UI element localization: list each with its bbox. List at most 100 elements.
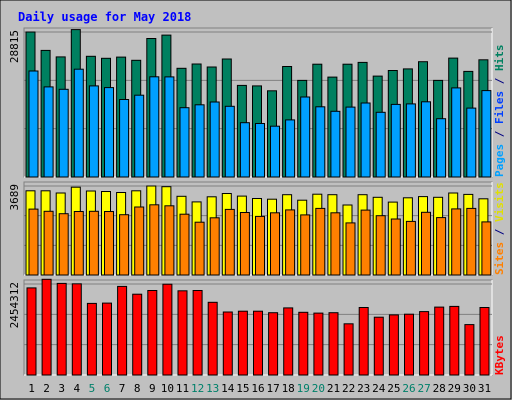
bar-sites — [164, 205, 175, 276]
bar-sites — [375, 215, 386, 276]
bar-pages — [375, 111, 386, 178]
bar-kbytes — [26, 287, 37, 376]
bar-sites — [179, 213, 190, 276]
bar-sites — [119, 214, 130, 276]
bar-sites — [451, 208, 462, 276]
bar-kbytes — [237, 310, 248, 376]
bar-sites — [239, 212, 250, 276]
bar-pages — [58, 88, 69, 178]
bar-pages — [28, 70, 39, 178]
bar-pages — [164, 76, 175, 178]
bar-pages — [149, 76, 160, 178]
bar-kbytes — [253, 310, 263, 376]
x-tick-label: 27 — [417, 382, 430, 395]
x-tick-label: 16 — [251, 382, 264, 395]
series-sites — [28, 204, 492, 276]
chart-title: Daily usage for May 2018 — [18, 10, 191, 24]
bar-sites — [73, 211, 84, 276]
bar-sites — [255, 215, 265, 276]
x-tick-label: 9 — [149, 382, 156, 395]
series-kbytes — [26, 278, 490, 376]
bar-pages — [239, 122, 250, 178]
panel-hits-files-pages: 28815 Pages / Files / Hits — [8, 27, 506, 178]
bar-kbytes — [222, 311, 233, 376]
y-axis-label-part: Hits — [493, 45, 506, 72]
bar-sites — [149, 204, 160, 276]
x-tick-label: 11 — [176, 382, 189, 395]
bar-sites — [194, 221, 205, 276]
series-pages — [28, 68, 492, 178]
x-tick-label: 15 — [236, 382, 249, 395]
bar-sites — [285, 209, 296, 276]
bar-pages — [88, 85, 99, 178]
bar-kbytes — [177, 290, 188, 376]
x-tick-label: 22 — [342, 382, 355, 395]
bar-kbytes — [147, 290, 158, 376]
bar-pages — [194, 104, 205, 178]
x-tick-label: 31 — [478, 382, 491, 395]
bar-pages — [421, 101, 431, 178]
x-tick-label: 6 — [104, 382, 111, 395]
y-axis-label-part: / — [493, 124, 506, 144]
bar-sites — [345, 222, 356, 276]
x-tick-label: 20 — [312, 382, 325, 395]
bar-kbytes — [464, 324, 475, 376]
bar-kbytes — [132, 293, 143, 376]
bar-pages — [300, 96, 311, 178]
x-tick-label: 21 — [327, 382, 340, 395]
bar-kbytes — [86, 302, 97, 376]
bar-kbytes — [268, 312, 279, 376]
x-tick-label: 2 — [43, 382, 50, 395]
x-tick-label: 14 — [221, 382, 235, 395]
bar-sites — [43, 210, 54, 276]
bar-pages — [315, 106, 326, 178]
bar-pages — [134, 94, 145, 178]
bar-kbytes — [313, 312, 324, 376]
bar-pages — [270, 125, 280, 178]
x-tick-label: 12 — [191, 382, 204, 395]
x-tick-label: 8 — [134, 382, 141, 395]
x-tick-label: 10 — [161, 382, 174, 395]
panel-kbytes: 2454312 KBytes — [8, 278, 506, 376]
y-axis-label-part: Visits — [493, 182, 506, 222]
bar-sites — [315, 207, 326, 276]
bar-sites — [104, 211, 114, 276]
x-tick-label: 7 — [119, 382, 126, 395]
bar-pages — [73, 68, 84, 178]
x-tick-label: 26 — [402, 382, 415, 395]
bar-kbytes — [479, 307, 490, 376]
bar-sites — [28, 208, 39, 276]
bar-pages — [179, 107, 190, 178]
bar-sites — [224, 208, 235, 276]
bar-pages — [405, 103, 416, 178]
bar-kbytes — [102, 302, 112, 376]
bar-sites — [134, 206, 145, 276]
x-tick-label: 28 — [433, 382, 446, 395]
bar-pages — [390, 103, 401, 178]
x-tick-label: 17 — [266, 382, 279, 395]
bar-kbytes — [343, 323, 354, 376]
y-max-label: 3689 — [8, 184, 21, 211]
bar-kbytes — [298, 311, 309, 376]
x-tick-label: 19 — [297, 382, 310, 395]
bar-kbytes — [358, 307, 369, 376]
bar-sites — [390, 218, 401, 276]
bar-pages — [330, 110, 341, 178]
bar-sites — [405, 220, 416, 276]
y-max-label: 2454312 — [8, 282, 21, 328]
x-tick-label: 24 — [372, 382, 386, 395]
bar-pages — [209, 101, 220, 178]
bar-pages — [255, 123, 265, 178]
y-axis-label-part: Pages — [493, 144, 506, 177]
y-axis-label: Sites / Visits — [493, 182, 506, 275]
bar-pages — [119, 99, 130, 178]
x-tick-label: 4 — [73, 382, 80, 395]
bar-kbytes — [434, 306, 445, 376]
bar-kbytes — [328, 312, 339, 376]
x-axis-labels: 1 2 3 4 5 6 7 8 9 10 11 12 13 14 15 16 17 18 19 20 21 22 23 24 2… — [28, 382, 491, 395]
bar-kbytes — [419, 311, 430, 376]
bar-kbytes — [56, 282, 67, 376]
bar-pages — [285, 119, 296, 178]
bar-sites — [270, 212, 280, 276]
